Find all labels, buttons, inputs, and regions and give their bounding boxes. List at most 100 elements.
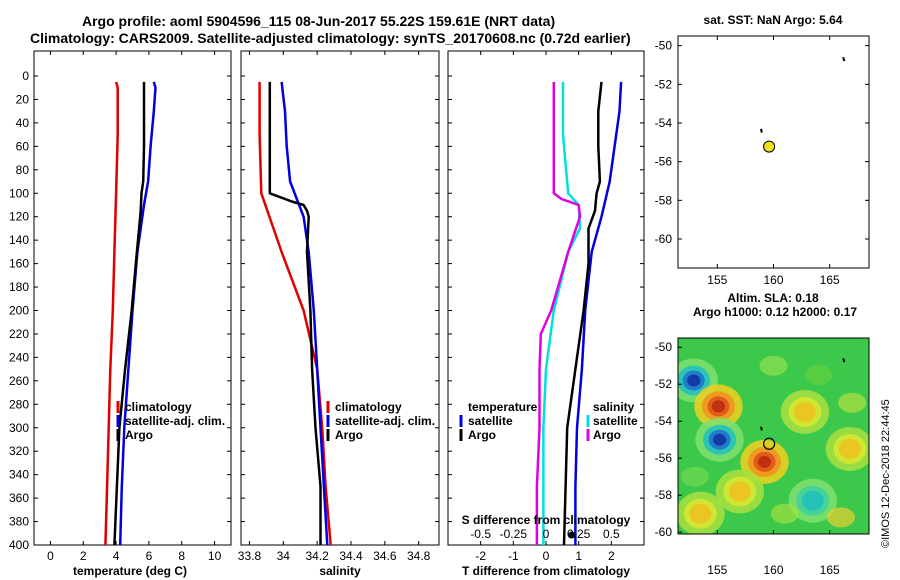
float-track xyxy=(760,128,763,133)
sla-anomaly-low xyxy=(687,374,701,387)
sla-anomaly-high xyxy=(711,400,726,413)
x-tick-label: 34.2 xyxy=(305,549,329,563)
salinity-plot-frame xyxy=(240,50,440,546)
x-tick-label: 6 xyxy=(146,549,153,563)
x-tick-label: 1 xyxy=(575,549,582,563)
s-difference-axis-title: S difference from climatology xyxy=(462,513,631,527)
depth-tick-label: 120 xyxy=(9,210,29,224)
legend-climatology-label: climatology xyxy=(125,400,192,414)
salinity-legend: climatology satellite-adj. clim. Argo xyxy=(326,400,435,442)
depth-tick-label: 340 xyxy=(9,468,29,482)
sla-map-title-line1: Altim. SLA: 0.18 xyxy=(727,291,819,305)
depth-tick-label: 380 xyxy=(9,515,29,529)
legend-s-argo-label: Argo xyxy=(593,428,621,442)
sla-lon-label: 160 xyxy=(763,563,783,577)
imos-timestamp: ©IMOS 12-Dec-2018 22:44:45 xyxy=(880,399,892,548)
sla-texture xyxy=(680,466,709,487)
sla-anomaly-mid xyxy=(689,503,712,524)
legend-climatology-label: climatology xyxy=(335,400,402,414)
x-tick-label: 4 xyxy=(113,549,120,563)
legend-argo-label: Argo xyxy=(125,428,153,442)
difference-legend-right: salinity satellite Argo xyxy=(586,400,638,442)
depth-tick-label: 60 xyxy=(16,139,30,153)
series-t-argo xyxy=(562,81,603,546)
sla-lon-label: 155 xyxy=(707,563,727,577)
sla-heatmap xyxy=(678,355,869,534)
temperature-axis-title: temperature (deg C) xyxy=(73,564,187,578)
difference-plot-frame xyxy=(447,50,645,546)
series-argo xyxy=(268,81,322,545)
sst-lat-label: -58 xyxy=(655,193,673,207)
sla-lat-label: -58 xyxy=(655,488,673,502)
x-tick-label: -1 xyxy=(508,549,519,563)
depth-tick-label: 240 xyxy=(9,350,29,364)
x-tick-label: 8 xyxy=(178,549,185,563)
sla-anomaly-high xyxy=(757,455,772,468)
series-satellite-adj-clim- xyxy=(280,81,329,546)
s-diff-tick-label: 0.5 xyxy=(603,527,620,541)
sst-lat-label: -60 xyxy=(655,232,673,246)
sst-lat-label: -50 xyxy=(655,39,673,53)
depth-tick-label: 0 xyxy=(22,69,29,83)
sst-lon-label: 165 xyxy=(820,273,840,287)
map-axes: -50 -52 -54 -56 -58 -60 155 160 165 -50 -52 -54 -56 -… xyxy=(655,36,869,577)
figure-title-line1: Argo profile: aoml 5904596_115 08-Jun-20… xyxy=(82,13,555,29)
sst-lon-label: 160 xyxy=(763,273,783,287)
series-argo xyxy=(113,81,146,546)
depth-tick-label: 300 xyxy=(9,421,29,435)
x-tick-label: 33.8 xyxy=(238,549,262,563)
depth-tick-label: 260 xyxy=(9,374,29,388)
s-diff-tick-label: -0.25 xyxy=(500,527,528,541)
sla-lat-label: -56 xyxy=(655,451,673,465)
figure-title-line2: Climatology: CARS2009. Satellite-adjuste… xyxy=(30,30,631,46)
x-tick-label: 34.6 xyxy=(373,549,397,563)
x-tick-label: 0 xyxy=(47,549,54,563)
legend-temperature-title: temperature xyxy=(468,400,538,414)
depth-tick-label: 180 xyxy=(9,280,29,294)
depth-tick-label: 100 xyxy=(9,186,29,200)
depth-tick-label: 360 xyxy=(9,491,29,505)
series-climatology xyxy=(104,81,119,546)
float-track xyxy=(842,56,846,62)
x-tick-label: 0 xyxy=(543,549,550,563)
float-track xyxy=(760,426,763,431)
series-s-argo xyxy=(535,81,582,545)
sla-lat-label: -50 xyxy=(655,340,673,354)
s-diff-tick-label: 0 xyxy=(543,527,550,541)
difference-legend-left: temperature satellite Argo xyxy=(459,400,538,442)
float-track xyxy=(842,358,846,363)
sla-map-title-line2: Argo h1000: 0.12 h2000: 0.17 xyxy=(693,305,857,319)
sla-lat-label: -52 xyxy=(655,377,673,391)
depth-tick-label: 40 xyxy=(16,116,30,130)
sla-texture xyxy=(759,355,788,376)
sst-lat-label: -56 xyxy=(655,155,673,169)
temperature-legend: climatology satellite-adj. clim. Argo xyxy=(116,400,225,442)
sla-lat-label: -54 xyxy=(655,414,673,428)
legend-argo-label: Argo xyxy=(335,428,363,442)
sla-texture xyxy=(826,507,855,528)
sst-map-content xyxy=(760,56,846,153)
x-tick-label: 2 xyxy=(80,549,87,563)
sla-anomaly-low xyxy=(712,433,727,446)
depth-tick-label: 80 xyxy=(16,163,30,177)
sla-anomaly-mid xyxy=(793,401,816,422)
x-tick-label: 10 xyxy=(208,549,222,563)
sla-lat-label: -60 xyxy=(655,525,673,539)
temperature-plot-frame xyxy=(33,50,232,546)
depth-tick-label: 320 xyxy=(9,444,29,458)
depth-tick-label: 220 xyxy=(9,327,29,341)
legend-satellite-label: satellite-adj. clim. xyxy=(335,414,435,428)
x-axis-labels: 0 2 4 6 8 10 33.8 34 34.2 34.4 34.6 34.8 -2 -1 0 1 2 -0.5… xyxy=(47,527,620,563)
zero-marker xyxy=(568,531,576,539)
s-diff-tick-label: -0.5 xyxy=(470,527,491,541)
series-climatology xyxy=(258,81,332,546)
depth-tick-label: 280 xyxy=(9,397,29,411)
depth-tick-label: 20 xyxy=(16,92,30,106)
x-tick-label: 34.8 xyxy=(407,549,431,563)
x-tick-label: -2 xyxy=(475,549,486,563)
profile-series xyxy=(104,81,623,546)
tick-marks xyxy=(34,51,644,546)
depth-axis-labels: 0 20 40 60 80 100 120 140 160 180 200 220 240 260 280 3… xyxy=(9,69,29,552)
salinity-axis-title: salinity xyxy=(319,564,361,578)
